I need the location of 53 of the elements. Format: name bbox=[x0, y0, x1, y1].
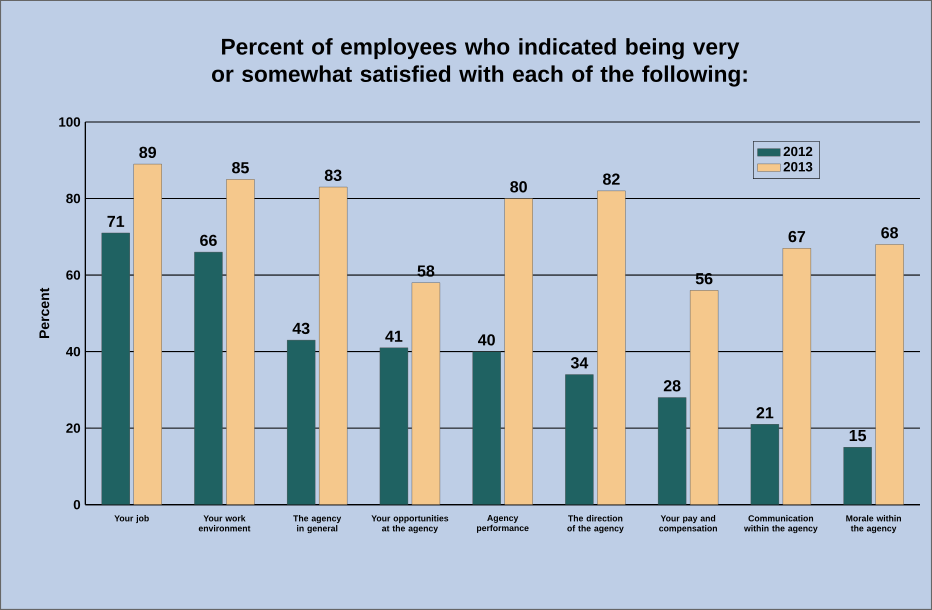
data-label: 41 bbox=[385, 330, 402, 342]
bar bbox=[318, 186, 348, 505]
bar bbox=[504, 198, 533, 505]
y-tick-label: 40 bbox=[66, 346, 80, 356]
chart-title: Percent of employees who indicated being very or somewhat satisfied with each of the following: bbox=[212, 38, 747, 87]
y-axis-title: Percent bbox=[39, 288, 50, 338]
x-tick-label: The agency in general bbox=[293, 515, 342, 534]
bar bbox=[875, 244, 904, 505]
bar bbox=[194, 252, 223, 505]
bar bbox=[380, 348, 408, 505]
x-tick-label: Your work environment bbox=[198, 515, 250, 532]
legend-label: 2012 bbox=[784, 146, 812, 156]
bar bbox=[286, 340, 316, 505]
x-tick-label: Your pay and compensation bbox=[659, 515, 717, 534]
x-tick-label: Agency performance bbox=[476, 515, 529, 533]
bar bbox=[412, 282, 440, 505]
bar bbox=[690, 290, 718, 505]
x-tick-label: Communication within the agency bbox=[744, 515, 818, 534]
data-label: 21 bbox=[756, 407, 774, 418]
y-tick-label: 60 bbox=[66, 270, 80, 280]
data-label: 15 bbox=[850, 430, 866, 442]
bar bbox=[782, 248, 812, 505]
y-tick-label: 20 bbox=[66, 423, 80, 433]
bar bbox=[226, 179, 255, 505]
data-label: 28 bbox=[664, 380, 681, 392]
bar bbox=[134, 164, 162, 505]
data-label: 71 bbox=[108, 216, 124, 227]
data-label: 68 bbox=[881, 227, 898, 238]
bar bbox=[472, 351, 501, 505]
data-label: 82 bbox=[603, 174, 620, 185]
bar bbox=[102, 232, 130, 505]
x-tick-label: The direction of the agency bbox=[567, 515, 624, 534]
data-label: 40 bbox=[478, 334, 495, 346]
data-label: 34 bbox=[570, 357, 588, 369]
bar bbox=[565, 374, 594, 505]
data-label: 89 bbox=[139, 146, 156, 158]
data-label: 66 bbox=[200, 234, 217, 246]
data-label: 85 bbox=[232, 162, 249, 174]
x-tick-label: Your opportunities at the agency bbox=[371, 515, 448, 534]
data-label: 43 bbox=[292, 322, 310, 334]
x-tick-label: Your job bbox=[114, 515, 149, 524]
data-label: 83 bbox=[324, 170, 342, 182]
y-tick-label: 80 bbox=[66, 194, 80, 204]
y-tick-label: 100 bbox=[59, 117, 80, 127]
legend-label: 2013 bbox=[784, 162, 812, 172]
data-label: 80 bbox=[510, 181, 527, 192]
bar bbox=[843, 447, 872, 505]
x-tick-label: Morale within the agency bbox=[846, 515, 901, 534]
bar bbox=[750, 424, 780, 505]
y-tick-label: 0 bbox=[74, 500, 80, 510]
data-label: 67 bbox=[788, 230, 806, 242]
bar bbox=[658, 397, 686, 505]
bar bbox=[597, 190, 626, 505]
